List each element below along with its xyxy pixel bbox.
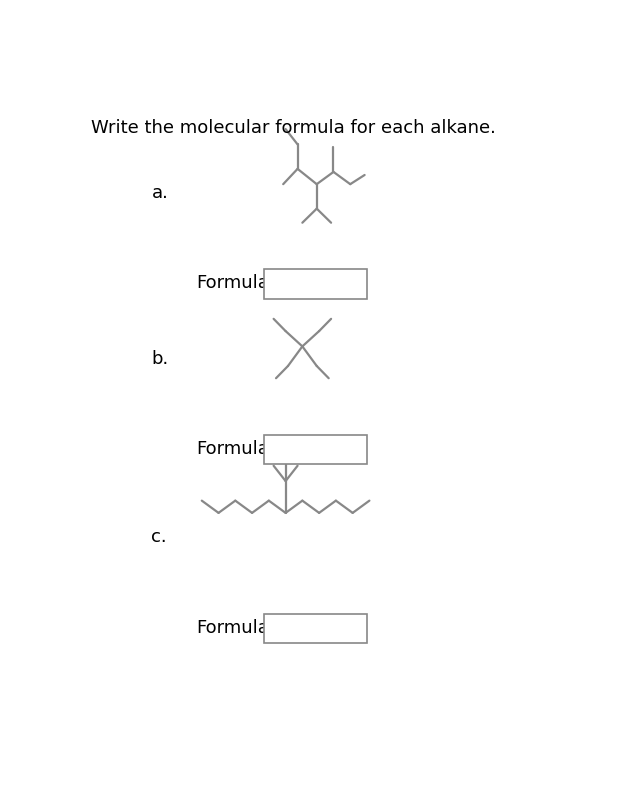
Bar [264,270,367,299]
Text: c.: c. [151,529,167,546]
Text: a.: a. [151,184,168,203]
Text: Write the molecular formula for each alkane.: Write the molecular formula for each alk… [91,118,496,137]
Text: Formula:: Formula: [196,440,275,458]
Bar [264,614,367,643]
Text: Formula:: Formula: [196,274,275,293]
Text: Formula:: Formula: [196,619,275,637]
Bar [264,435,367,464]
Text: b.: b. [151,350,169,367]
